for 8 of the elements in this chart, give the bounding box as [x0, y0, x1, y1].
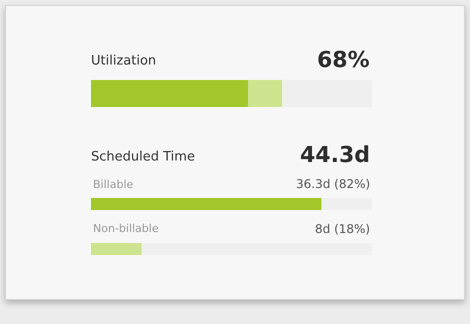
data-label: 36.3d (82%)	[296, 177, 370, 191]
chart-title: Utilization	[91, 54, 156, 69]
data-label: 8d (18%)	[315, 222, 370, 236]
text: 68%	[317, 48, 370, 73]
category-label: Billable	[93, 178, 134, 191]
annotation: 44.3d	[300, 143, 370, 168]
chart-title: Scheduled Time	[91, 150, 195, 165]
category-label: Non-billable	[93, 222, 159, 235]
